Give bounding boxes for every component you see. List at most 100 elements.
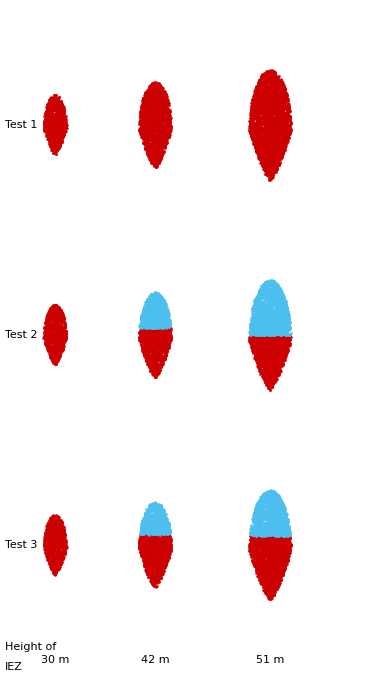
Point bbox=[41, 120, 47, 131]
Point bbox=[159, 97, 165, 108]
Point bbox=[52, 530, 58, 541]
Point bbox=[155, 555, 161, 566]
Point bbox=[160, 300, 166, 311]
Point bbox=[247, 547, 254, 558]
Point bbox=[266, 375, 272, 386]
Point bbox=[265, 315, 271, 326]
Point bbox=[252, 90, 258, 101]
Point bbox=[271, 83, 277, 94]
Point bbox=[53, 90, 59, 101]
Point bbox=[252, 322, 258, 333]
Point bbox=[280, 499, 286, 510]
Point bbox=[276, 317, 282, 328]
Point bbox=[150, 528, 157, 539]
Point bbox=[155, 119, 161, 129]
Point bbox=[147, 334, 153, 345]
Point bbox=[253, 344, 259, 355]
Point bbox=[260, 523, 266, 534]
Point bbox=[152, 357, 158, 368]
Point bbox=[146, 90, 152, 101]
Point bbox=[47, 134, 53, 145]
Point bbox=[265, 493, 271, 503]
Point bbox=[268, 369, 274, 379]
Point bbox=[147, 149, 153, 160]
Point bbox=[255, 116, 261, 127]
Point bbox=[141, 550, 147, 561]
Point bbox=[58, 551, 64, 562]
Point bbox=[156, 119, 162, 129]
Point bbox=[149, 97, 155, 108]
Point bbox=[274, 119, 280, 130]
Point bbox=[63, 330, 69, 341]
Point bbox=[50, 562, 56, 573]
Point bbox=[252, 558, 258, 569]
Point bbox=[269, 559, 275, 570]
Point bbox=[55, 341, 61, 352]
Point bbox=[256, 336, 262, 347]
Point bbox=[47, 112, 53, 123]
Point bbox=[168, 323, 174, 334]
Point bbox=[144, 332, 150, 342]
Point bbox=[148, 333, 154, 344]
Point bbox=[249, 526, 255, 537]
Point bbox=[253, 336, 259, 347]
Point bbox=[251, 336, 257, 347]
Point bbox=[247, 327, 253, 338]
Point bbox=[166, 544, 172, 555]
Point bbox=[141, 323, 147, 334]
Point bbox=[163, 309, 169, 320]
Point bbox=[272, 114, 278, 125]
Point bbox=[254, 108, 260, 119]
Point bbox=[56, 141, 62, 152]
Point bbox=[57, 335, 63, 346]
Point bbox=[164, 319, 170, 329]
Point bbox=[47, 536, 53, 547]
Point bbox=[278, 150, 284, 161]
Point bbox=[272, 560, 278, 571]
Point bbox=[60, 314, 66, 325]
Point bbox=[151, 369, 157, 380]
Point bbox=[272, 523, 278, 534]
Point bbox=[146, 102, 152, 113]
Point bbox=[160, 510, 166, 521]
Point bbox=[138, 312, 144, 323]
Point bbox=[142, 100, 148, 111]
Point bbox=[163, 521, 169, 532]
Point bbox=[266, 536, 272, 547]
Point bbox=[273, 278, 279, 289]
Point bbox=[269, 510, 276, 521]
Point bbox=[150, 326, 156, 337]
Point bbox=[153, 312, 159, 323]
Point bbox=[270, 313, 276, 324]
Point bbox=[253, 508, 259, 519]
Point bbox=[163, 323, 169, 334]
Point bbox=[283, 545, 290, 556]
Point bbox=[264, 323, 270, 334]
Point bbox=[54, 519, 60, 530]
Point bbox=[274, 548, 280, 559]
Point bbox=[156, 576, 162, 587]
Point bbox=[271, 67, 277, 78]
Point bbox=[60, 123, 66, 134]
Point bbox=[263, 305, 269, 316]
Point bbox=[278, 140, 284, 151]
Point bbox=[150, 121, 156, 132]
Point bbox=[144, 119, 150, 130]
Point bbox=[277, 554, 283, 565]
Point bbox=[160, 569, 166, 580]
Point bbox=[49, 308, 55, 319]
Point bbox=[277, 512, 283, 523]
Point bbox=[151, 144, 157, 155]
Point bbox=[284, 528, 290, 539]
Point bbox=[143, 530, 149, 540]
Point bbox=[147, 510, 153, 521]
Point bbox=[146, 571, 152, 582]
Point bbox=[61, 117, 67, 128]
Point bbox=[54, 306, 60, 317]
Point bbox=[267, 485, 273, 496]
Point bbox=[282, 124, 288, 135]
Point bbox=[155, 90, 161, 101]
Point bbox=[151, 107, 157, 118]
Point bbox=[59, 516, 65, 527]
Point bbox=[257, 497, 263, 508]
